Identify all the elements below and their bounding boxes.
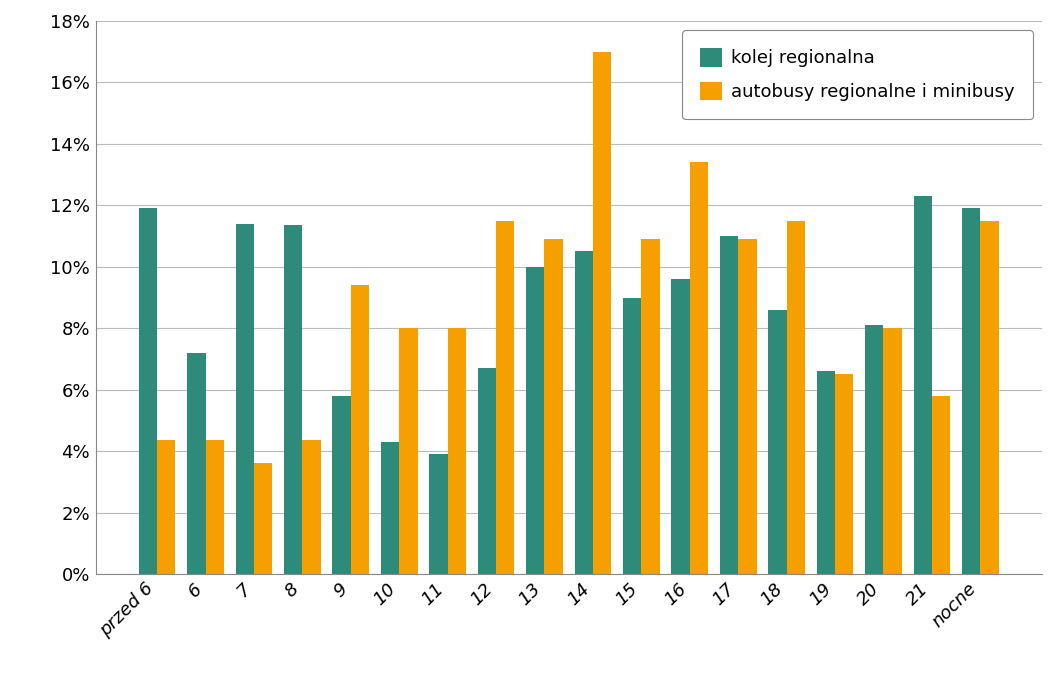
Bar <box>672 279 690 574</box>
Bar <box>962 209 980 574</box>
Bar <box>641 239 660 574</box>
Bar <box>738 239 757 574</box>
Bar <box>787 220 805 574</box>
Bar <box>138 209 157 574</box>
Bar <box>690 162 708 574</box>
Bar <box>187 353 205 574</box>
Bar <box>865 325 883 574</box>
Bar <box>836 374 854 574</box>
Bar <box>302 440 321 574</box>
Bar <box>477 368 496 574</box>
Bar <box>400 328 418 574</box>
Bar <box>205 440 224 574</box>
Bar <box>883 328 901 574</box>
Bar <box>333 395 351 574</box>
Bar <box>157 440 175 574</box>
Bar <box>429 454 448 574</box>
Bar <box>351 285 369 574</box>
Bar <box>932 395 950 574</box>
Bar <box>574 251 593 574</box>
Bar <box>769 310 787 574</box>
Bar <box>720 236 738 574</box>
Bar <box>448 328 466 574</box>
Bar <box>544 239 563 574</box>
Bar <box>980 220 999 574</box>
Bar <box>913 196 932 574</box>
Bar <box>254 463 272 574</box>
Bar <box>816 371 836 574</box>
Legend: kolej regionalna, autobusy regionalne i minibusy: kolej regionalna, autobusy regionalne i … <box>682 30 1033 119</box>
Bar <box>496 220 514 574</box>
Bar <box>526 267 544 574</box>
Bar <box>236 224 254 574</box>
Bar <box>623 298 641 574</box>
Bar <box>593 52 611 574</box>
Bar <box>381 442 400 574</box>
Bar <box>284 225 302 574</box>
